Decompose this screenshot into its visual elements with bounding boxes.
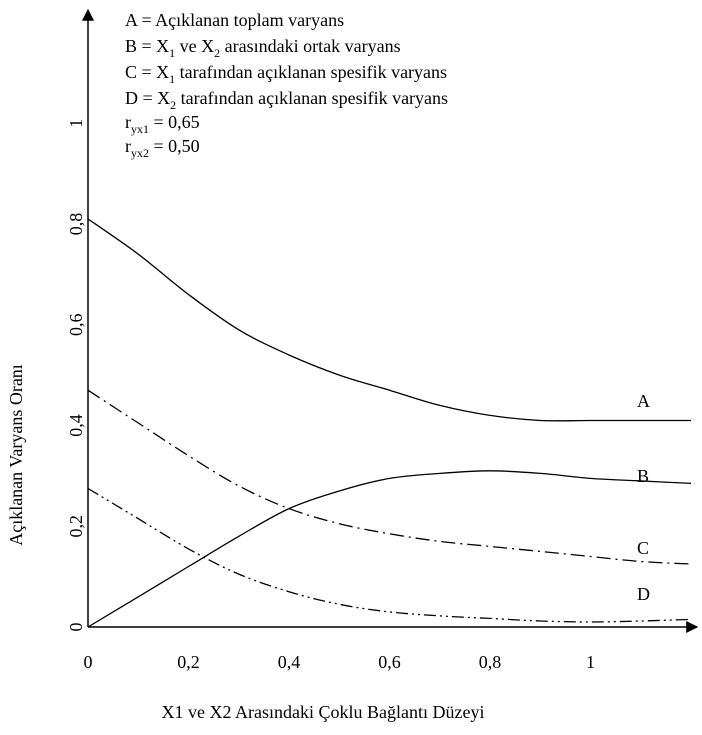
series-label-a: A [637,391,650,411]
series-label-d: D [637,584,650,604]
x-tick-label: 0 [84,652,93,672]
legend-line: A = Açıklanan toplam varyans [125,10,344,30]
y-tick-label: 0,8 [66,213,86,236]
series-line-c [88,390,691,564]
y-tick-label: 0,6 [66,314,86,337]
legend-line: D = X2 tarafından açıklanan spesifik var… [125,88,448,112]
legend-line: ryx1 = 0,65 [125,112,200,136]
y-tick-label: 0,4 [66,414,86,437]
series-label-b: B [637,466,649,486]
x-tick-label: 0,8 [479,652,502,672]
tick-labels: 0 0,2 0,4 0,6 0,8 1 0 0,2 0,4 0,6 0,8 1 [66,119,595,672]
x-tick-label: 0,2 [177,652,200,672]
x-tick-label: 1 [586,652,595,672]
series-line-d [88,489,691,623]
legend: A = Açıklanan toplam varyans B = X1 ve X2… [125,10,448,160]
series-line-a [88,219,691,421]
legend-line: B = X1 ve X2 arasındaki ortak varyans [125,36,401,60]
y-tick-label: 0,2 [66,515,86,538]
x-tick-label: 0,4 [278,652,301,672]
legend-line: ryx2 = 0,50 [125,136,200,160]
series-labels: A B C D [637,391,650,604]
series-line-b [88,471,691,627]
y-tick-label: 0 [66,623,86,632]
series-label-c: C [637,538,649,558]
x-tick-label: 0,6 [378,652,401,672]
x-axis-title: X1 ve X2 Arasındaki Çoklu Bağlantı Düzey… [162,702,485,722]
legend-line: C = X1 tarafından açıklanan spesifik var… [125,62,447,86]
series-lines [88,219,691,627]
y-axis-title: Açıklanan Varyans Oranı [6,364,26,546]
y-tick-label: 1 [66,119,86,128]
